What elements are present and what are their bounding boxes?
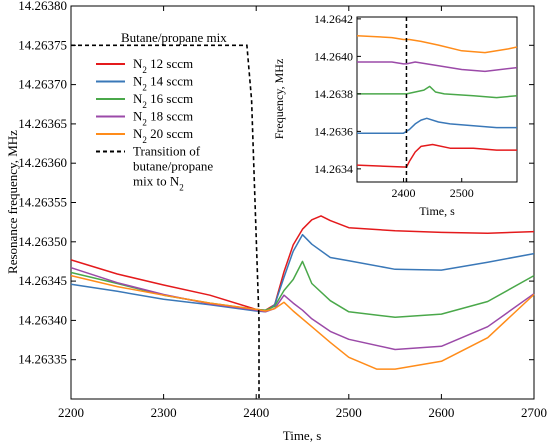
- inset-series-line-n2_20: [356, 34, 518, 54]
- legend-label-n2_18: N2 18 sccm: [133, 109, 193, 128]
- legend-title: Butane/propane mix: [121, 30, 227, 45]
- inset-series-line-n2_16: [357, 85, 518, 99]
- transition-line: [71, 44, 260, 399]
- transition-line-group: [71, 44, 260, 399]
- legend-label-transition: mix to N2: [133, 174, 184, 193]
- series-line-n2_12: [70, 215, 535, 311]
- x-tick-label: 2300: [151, 405, 177, 420]
- y-tick-label: 14.26370: [18, 77, 67, 92]
- legend-label-n2_14: N2 14 sccm: [133, 74, 193, 93]
- inset-series-line-n2_18: [357, 61, 518, 73]
- inset-x-tick-label: 2500: [450, 186, 474, 200]
- inset-y-tick-label: 14.2634: [314, 162, 353, 176]
- main-x-ticks: 2200 2300 2400 2500 2600 2700: [58, 6, 547, 420]
- main-y-axis-label: Resonance frequency, MHz: [5, 130, 20, 274]
- inset-y-tick-label: 14.2638: [314, 87, 353, 101]
- inset-x-ticks: 2400 2500: [392, 178, 474, 200]
- legend-label-transition: butane/propane: [133, 159, 213, 174]
- x-tick-label: 2500: [336, 405, 362, 420]
- inset-series-group: [356, 34, 518, 168]
- series-line-n2_14: [70, 233, 535, 313]
- main-series-group: [70, 215, 535, 370]
- y-tick-label: 14.26335: [18, 352, 67, 367]
- inset-plot-area: 2400 2500 14.263414.263614.263814.264014.…: [272, 12, 518, 218]
- y-tick-label: 14.26380: [18, 0, 67, 13]
- legend-label-n2_20: N2 20 sccm: [133, 126, 193, 145]
- y-tick-label: 14.26350: [18, 234, 67, 249]
- x-tick-label: 2400: [243, 405, 269, 420]
- legend-label-transition: Transition of: [133, 144, 201, 159]
- x-tick-label: 2700: [521, 405, 547, 420]
- inset-series-line-n2_12: [356, 143, 517, 168]
- x-tick-label: 2200: [58, 405, 84, 420]
- legend-label-n2_16: N2 16 sccm: [133, 91, 193, 110]
- inset-y-ticks: 14.2634 14.2636 14.2638 14.2640 14.2642: [314, 12, 361, 176]
- y-tick-label: 14.26355: [18, 195, 67, 210]
- y-tick-label: 14.26340: [18, 312, 67, 327]
- inset-y-tick-label: 14.2640: [314, 49, 353, 63]
- y-tick-label: 14.26345: [18, 273, 67, 288]
- inset-x-tick-label: 2400: [392, 186, 416, 200]
- y-tick-label: 14.26365: [18, 116, 67, 131]
- series-line-n2_20: [70, 274, 535, 370]
- y-tick-label: 14.26360: [18, 155, 67, 170]
- main-x-axis-label: Time, s: [283, 428, 322, 443]
- inset-y-axis-label: Frequency, MHz: [272, 59, 286, 140]
- main-y-ticks: 14.26335 14.26340 14.26345 14.26350 14.26355…: [18, 0, 534, 367]
- x-tick-label: 2600: [428, 405, 454, 420]
- y-tick-label: 14.26375: [18, 37, 67, 52]
- inset-y-tick-label: 14.2642: [314, 12, 353, 26]
- inset-y-tick-label: 14.2636: [314, 124, 353, 138]
- inset-x-axis-label: Time, s: [419, 204, 455, 218]
- legend-label-n2_12: N2 12 sccm: [133, 56, 193, 75]
